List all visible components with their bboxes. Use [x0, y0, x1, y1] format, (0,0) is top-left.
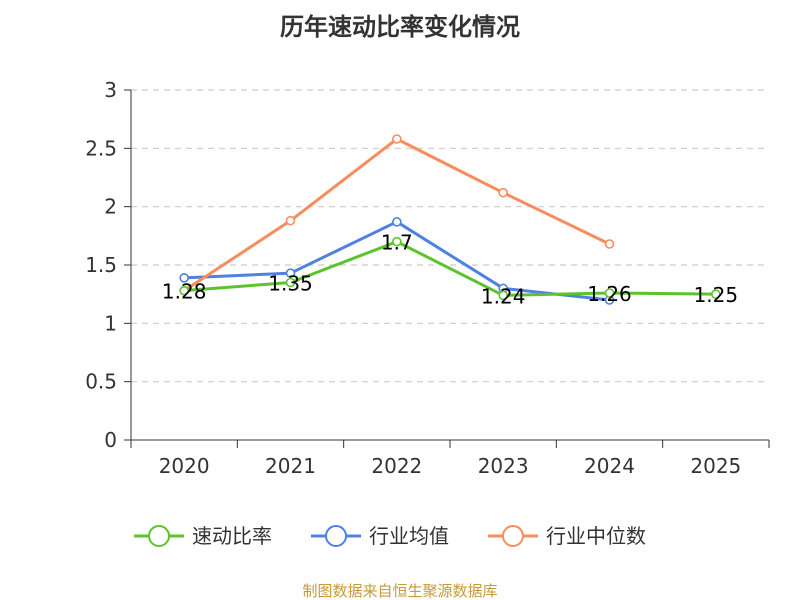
- x-tick-label: 2025: [690, 454, 741, 478]
- legend-label: 行业均值: [369, 524, 449, 548]
- y-axis: 0 0.5 1 1.5 2 2.5 3: [85, 78, 132, 452]
- y-tick-label: 1: [104, 311, 117, 335]
- y-tick-label: 0.5: [85, 370, 117, 394]
- series-point-0[interactable]: [179, 285, 189, 296]
- y-tick-label: 2.5: [85, 136, 117, 160]
- series-point-0[interactable]: [604, 288, 615, 298]
- data-label: 1.35: [268, 272, 313, 296]
- grid-lines: [131, 89, 769, 383]
- legend-label: 速动比率: [192, 524, 272, 548]
- data-labels: 1.28 1.35 1.7 1.24 1.26 1.25: [162, 231, 738, 309]
- x-tick-label: 2023: [478, 454, 529, 478]
- legend: 速动比率 行业均值 行业中位数: [134, 524, 646, 548]
- source-note: 制图数据来自恒生聚源数据库: [302, 582, 497, 600]
- series-point-1[interactable]: [285, 268, 296, 278]
- legend-marker: [502, 525, 524, 547]
- legend-marker: [148, 525, 170, 547]
- series-point-2[interactable]: [498, 187, 508, 198]
- legend-marker: [325, 525, 347, 547]
- series-point-2[interactable]: [392, 134, 402, 144]
- x-tick-label: 2021: [265, 454, 316, 478]
- series-point-0[interactable]: [711, 289, 721, 299]
- x-axis: 2020 2021 2022 2023 2024 2025: [130, 439, 770, 478]
- series-point-1[interactable]: [179, 273, 189, 283]
- data-label: 1.25: [694, 283, 739, 307]
- legend-label: 行业中位数: [546, 524, 646, 548]
- series-point-1[interactable]: [392, 217, 402, 227]
- data-label: 1.24: [481, 284, 526, 308]
- legend-item-1[interactable]: 行业均值: [311, 524, 449, 548]
- series-point-2[interactable]: [604, 239, 615, 249]
- x-tick-label: 2022: [371, 454, 422, 478]
- legend-item-0[interactable]: 速动比率: [134, 524, 272, 548]
- legend-item-2[interactable]: 行业中位数: [488, 524, 646, 548]
- y-tick-label: 2: [104, 195, 117, 219]
- chart-title: 历年速动比率变化情况: [280, 13, 520, 41]
- series-point-0[interactable]: [392, 236, 402, 247]
- series-line-2: [183, 137, 611, 292]
- x-tick-label: 2024: [584, 454, 635, 478]
- series-point-0[interactable]: [498, 290, 508, 301]
- data-label: 1.28: [162, 280, 207, 304]
- y-tick-label: 3: [104, 78, 117, 102]
- x-tick-label: 2020: [159, 454, 210, 478]
- series-point-0[interactable]: [285, 277, 296, 288]
- series-line-0: [184, 240, 716, 297]
- y-tick-label: 1.5: [85, 253, 117, 277]
- data-label: 1.26: [587, 282, 632, 306]
- series-group: [179, 134, 721, 305]
- y-tick-label: 0: [104, 428, 117, 452]
- data-label: 1.7: [381, 231, 413, 255]
- series-point-2[interactable]: [285, 215, 296, 226]
